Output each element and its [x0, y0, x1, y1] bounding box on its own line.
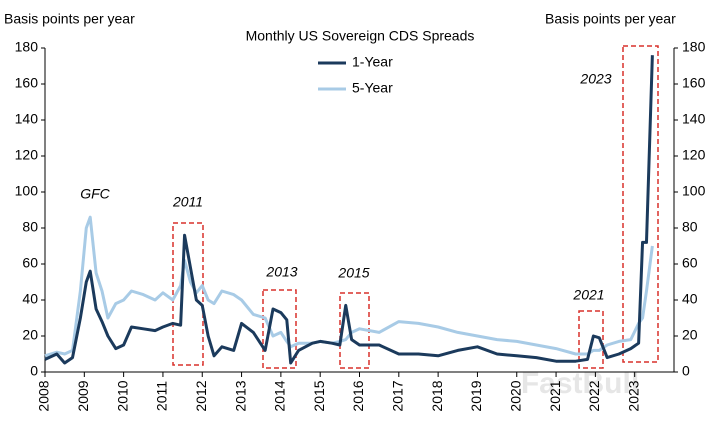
y2-tick-label: 0 — [682, 363, 690, 379]
y2-axis-label: Basis points per year — [545, 11, 676, 27]
y2-tick-label: 180 — [682, 39, 706, 55]
highlight-box — [578, 310, 604, 369]
y-tick-label: 100 — [15, 183, 39, 199]
y-tick-label: 40 — [22, 291, 38, 307]
x-tick-label: 2014 — [272, 380, 288, 411]
series-line — [44, 55, 654, 365]
y-tick-label: 160 — [15, 75, 39, 91]
y2-tick-label: 160 — [682, 75, 706, 91]
x-tick-label: 2016 — [350, 380, 366, 411]
legend-label: 5-Year — [352, 80, 393, 96]
x-tick-label: 2019 — [468, 380, 484, 411]
x-tick-label: 2010 — [114, 380, 130, 411]
annotation: GFC — [80, 186, 110, 202]
x-tick-label: 2020 — [507, 380, 523, 411]
y-tick-label: 20 — [22, 327, 38, 343]
x-tick-label: 2015 — [311, 380, 327, 411]
legend-label: 1-Year — [352, 54, 393, 70]
y2-tick-label: 100 — [682, 183, 706, 199]
highlight-box — [172, 222, 204, 366]
x-tick-label: 2023 — [625, 380, 641, 411]
x-tick-label: 2013 — [232, 380, 248, 411]
y2-tick-label: 120 — [682, 147, 706, 163]
y-tick-label: 140 — [15, 111, 39, 127]
y2-tick-label: 60 — [682, 255, 698, 271]
x-tick-label: 2011 — [154, 381, 170, 411]
x-tick-label: 2018 — [429, 380, 445, 411]
annotation: 2011 — [172, 194, 203, 210]
y2-tick-label: 20 — [682, 327, 698, 343]
chart-title: Monthly US Sovereign CDS Spreads — [246, 28, 475, 44]
x-tick-label: 2008 — [36, 380, 52, 411]
y-tick-label: 80 — [22, 219, 38, 235]
y2-tick-label: 80 — [682, 219, 698, 235]
y-axis-label: Basis points per year — [4, 11, 135, 27]
x-tick-label: 2022 — [586, 380, 602, 411]
highlight-box — [262, 289, 297, 369]
y-tick-label: 60 — [22, 255, 38, 271]
highlight-box — [622, 45, 659, 363]
x-tick-label: 2021 — [547, 380, 563, 411]
y-tick-label: 120 — [15, 147, 39, 163]
y-tick-label: 0 — [30, 363, 38, 379]
y2-tick-label: 140 — [682, 111, 706, 127]
x-tick-label: 2017 — [390, 380, 406, 411]
x-tick-label: 2012 — [193, 380, 209, 411]
annotation: 2021 — [572, 287, 604, 303]
y-tick-label: 180 — [15, 39, 39, 55]
annotation: 2013 — [265, 264, 297, 280]
y2-tick-label: 40 — [682, 291, 698, 307]
annotation: 2015 — [337, 265, 369, 281]
series-line — [44, 215, 654, 358]
annotation: 2023 — [579, 71, 611, 87]
x-tick-label: 2009 — [75, 380, 91, 411]
